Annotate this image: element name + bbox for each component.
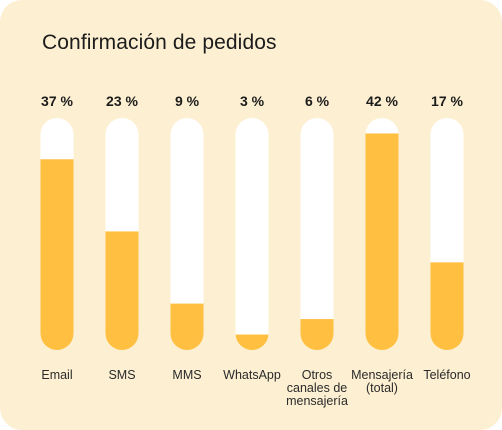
bar bbox=[105, 231, 139, 350]
bar-track bbox=[170, 118, 204, 350]
bar-group bbox=[365, 118, 399, 350]
bar bbox=[300, 319, 334, 350]
bar-group bbox=[235, 118, 269, 350]
category-label: SMS bbox=[108, 368, 135, 382]
bar-value-label: 3 % bbox=[240, 93, 265, 109]
bar-group bbox=[300, 118, 334, 350]
bar bbox=[40, 159, 74, 350]
bar-value-label: 9 % bbox=[175, 93, 200, 109]
bar bbox=[365, 133, 399, 350]
bar-value-label: 17 % bbox=[431, 93, 463, 109]
bar bbox=[170, 303, 204, 350]
category-label: Otros canales de mensajería bbox=[286, 368, 348, 408]
bar-group bbox=[170, 118, 204, 350]
bar-value-label: 37 % bbox=[41, 93, 73, 109]
category-label: Teléfono bbox=[423, 368, 470, 382]
bar-value-label: 23 % bbox=[106, 93, 138, 109]
bar-value-label: 42 % bbox=[366, 93, 398, 109]
category-label: Mensajería (total) bbox=[351, 368, 413, 395]
bar-group bbox=[430, 118, 464, 350]
bar-group bbox=[40, 118, 74, 350]
category-label: MMS bbox=[172, 368, 201, 382]
bar-track bbox=[300, 118, 334, 350]
bar-group bbox=[105, 118, 139, 350]
bar bbox=[235, 334, 269, 350]
bar-value-label: 6 % bbox=[305, 93, 330, 109]
category-label: WhatsApp bbox=[223, 368, 281, 382]
bar-track bbox=[235, 118, 269, 350]
category-label: Email bbox=[41, 368, 72, 382]
chart-title: Confirmación de pedidos bbox=[42, 31, 277, 54]
bar bbox=[430, 262, 464, 350]
